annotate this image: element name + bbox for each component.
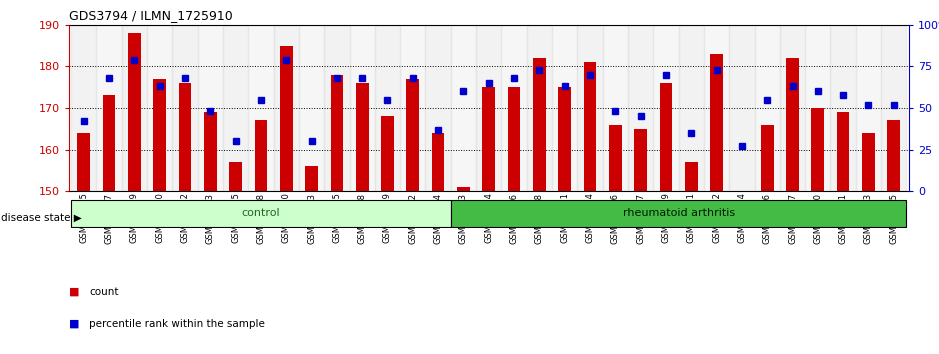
Bar bbox=[178, 83, 192, 191]
Bar bbox=[584, 62, 596, 191]
Bar bbox=[780, 25, 805, 191]
Bar bbox=[229, 162, 242, 191]
Bar bbox=[837, 112, 850, 191]
Bar bbox=[432, 133, 444, 191]
Bar bbox=[331, 75, 343, 191]
Bar bbox=[755, 25, 780, 191]
Bar bbox=[356, 83, 368, 191]
Bar bbox=[102, 96, 115, 191]
Text: control: control bbox=[241, 208, 280, 218]
Bar bbox=[476, 25, 501, 191]
Bar bbox=[349, 25, 375, 191]
Bar bbox=[603, 25, 628, 191]
Bar bbox=[786, 58, 799, 191]
Bar bbox=[451, 200, 906, 227]
Bar bbox=[685, 162, 698, 191]
Bar bbox=[559, 87, 571, 191]
Bar bbox=[197, 25, 223, 191]
Bar bbox=[77, 133, 90, 191]
Bar bbox=[501, 25, 527, 191]
Bar bbox=[147, 25, 173, 191]
Bar bbox=[324, 25, 349, 191]
Text: ■: ■ bbox=[69, 287, 79, 297]
Bar bbox=[887, 120, 901, 191]
Bar bbox=[425, 25, 451, 191]
Bar bbox=[552, 25, 577, 191]
Bar bbox=[830, 25, 855, 191]
Bar bbox=[710, 54, 723, 191]
Bar bbox=[153, 79, 166, 191]
Bar bbox=[122, 25, 147, 191]
Bar bbox=[280, 46, 293, 191]
Bar bbox=[609, 125, 622, 191]
Bar bbox=[635, 129, 647, 191]
Bar bbox=[659, 83, 672, 191]
Bar bbox=[204, 112, 217, 191]
Bar bbox=[173, 25, 197, 191]
Bar bbox=[400, 25, 425, 191]
Bar bbox=[128, 33, 141, 191]
Bar bbox=[855, 25, 881, 191]
Bar bbox=[71, 25, 97, 191]
Bar bbox=[381, 116, 393, 191]
Text: GDS3794 / ILMN_1725910: GDS3794 / ILMN_1725910 bbox=[69, 9, 232, 22]
Bar bbox=[407, 79, 419, 191]
Bar bbox=[533, 58, 546, 191]
Text: ■: ■ bbox=[69, 319, 79, 329]
Bar bbox=[97, 25, 122, 191]
Text: rheumatoid arthritis: rheumatoid arthritis bbox=[623, 208, 734, 218]
Bar bbox=[527, 25, 552, 191]
Bar bbox=[577, 25, 603, 191]
Bar bbox=[761, 125, 774, 191]
Bar bbox=[483, 87, 495, 191]
Text: count: count bbox=[89, 287, 118, 297]
Bar bbox=[223, 25, 248, 191]
Bar bbox=[305, 166, 318, 191]
Bar bbox=[679, 25, 704, 191]
Bar bbox=[654, 25, 679, 191]
Bar bbox=[457, 187, 470, 191]
Bar bbox=[811, 108, 824, 191]
Bar bbox=[508, 87, 520, 191]
Bar bbox=[628, 25, 654, 191]
Bar bbox=[375, 25, 400, 191]
Bar bbox=[254, 120, 268, 191]
Bar bbox=[730, 25, 755, 191]
Bar bbox=[805, 25, 830, 191]
Bar bbox=[71, 200, 451, 227]
Bar bbox=[273, 25, 299, 191]
Bar bbox=[248, 25, 273, 191]
Bar bbox=[451, 25, 476, 191]
Text: percentile rank within the sample: percentile rank within the sample bbox=[89, 319, 265, 329]
Text: disease state ▶: disease state ▶ bbox=[1, 213, 82, 223]
Bar bbox=[704, 25, 730, 191]
Bar bbox=[299, 25, 324, 191]
Bar bbox=[862, 133, 875, 191]
Bar bbox=[881, 25, 906, 191]
